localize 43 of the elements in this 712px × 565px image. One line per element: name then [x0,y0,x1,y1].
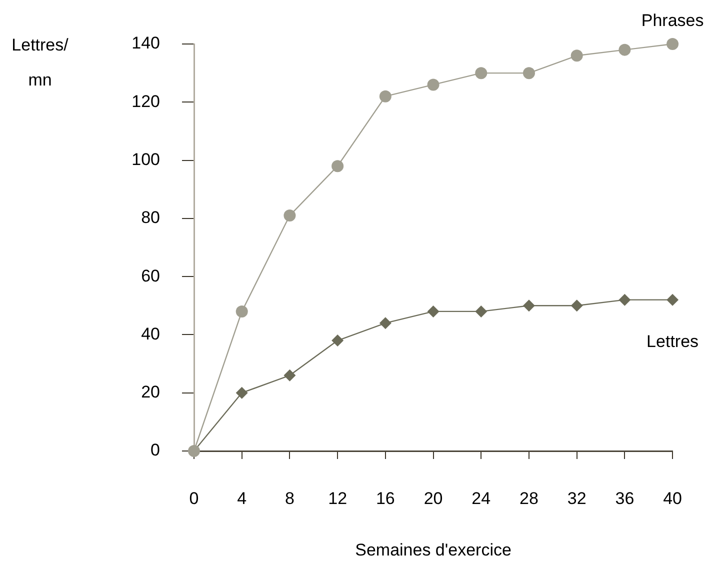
point [236,305,248,318]
point [475,305,488,318]
y-tick-label: 0 [150,440,160,460]
series-label: Phrases [641,11,704,30]
series-label: Lettres [646,332,699,352]
point [570,50,583,62]
point [570,300,583,312]
y-tick-label: 120 [132,92,160,111]
x-tick-label: 16 [376,488,395,508]
x-tick-label: 8 [284,488,294,508]
point [666,294,679,306]
point [618,44,631,56]
point [379,317,392,330]
y-tick-label: 100 [132,150,160,169]
point [522,67,535,80]
y-axis-title: Lettres/ mn [12,36,69,90]
point [666,38,679,50]
point [427,78,440,91]
point [284,369,296,382]
x-axis-title: Semaines d'exercice [355,540,512,560]
x-tick-label: 28 [520,488,538,508]
point [522,300,535,312]
y-tick-label: 80 [141,208,160,228]
point [618,294,631,306]
x-tick-label: 24 [472,488,491,508]
x-tick-label: 4 [237,488,247,508]
point [475,67,488,80]
x-tick-label: 12 [328,488,348,508]
x-tick-label: 20 [424,488,443,508]
point [379,90,392,102]
point [332,334,344,347]
point [332,160,344,172]
y-tick-label: 20 [141,382,160,402]
y-tick-label: 140 [132,34,160,53]
x-tick-label: 32 [567,488,586,508]
y-tick-label: 40 [141,324,160,344]
point [236,386,248,399]
x-tick-label: 40 [663,488,682,508]
x-tick-label: 36 [615,488,634,508]
y-tick-label: 60 [141,266,160,286]
point [427,305,440,318]
point [284,210,296,222]
x-tick-label: 0 [189,488,199,508]
